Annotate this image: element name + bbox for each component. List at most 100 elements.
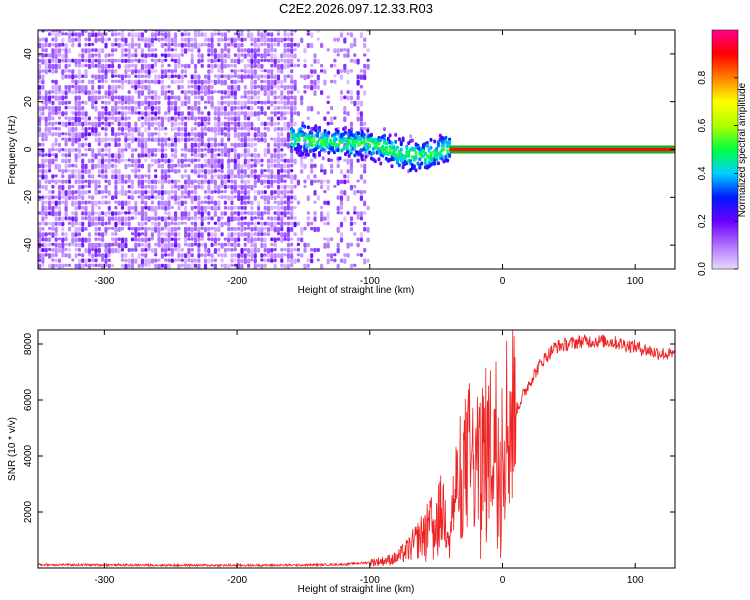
heatmap-cell: [157, 137, 161, 143]
heatmap-cell: [87, 237, 91, 243]
heatmap-cell: [366, 226, 370, 233]
heatmap-cell: [120, 132, 125, 136]
heatmap-cell: [193, 30, 198, 33]
heatmap-cell: [349, 90, 354, 95]
heatmap-cell: [203, 142, 208, 148]
heatmap-cell: [207, 48, 211, 53]
heatmap-cell: [48, 121, 52, 126]
heatmap-cell: [120, 37, 125, 42]
heatmap-cell: [283, 158, 287, 163]
heatmap-cell: [336, 211, 340, 215]
heatmap-cell: [144, 190, 148, 195]
heatmap-cell: [346, 79, 350, 85]
heatmap-cell: [137, 127, 141, 133]
heatmap-cell: [144, 30, 148, 33]
heatmap-cell: [54, 248, 58, 254]
heatmap-cell: [111, 85, 115, 91]
heatmap-cell: [300, 232, 304, 236]
heatmap-cell: [137, 263, 141, 268]
heatmap-cell: [283, 95, 287, 100]
heatmap-cell: [130, 195, 135, 201]
heatmap-cell: [180, 127, 184, 132]
heatmap-cell: [130, 169, 135, 173]
heatmap-cell: [313, 211, 317, 216]
heatmap-cell: [97, 190, 101, 195]
heatmap-cell: [67, 132, 72, 137]
heatmap-cell: [356, 158, 360, 163]
heatmap-cell: [160, 85, 164, 91]
heatmap-cell: [306, 116, 310, 120]
heatmap-cell: [237, 32, 241, 38]
heatmap-cell: [107, 90, 111, 97]
heatmap-cell: [200, 242, 204, 247]
heatmap-cell: [210, 69, 214, 74]
heatmap-cell: [260, 190, 264, 195]
heatmap-cell: [87, 48, 91, 53]
heatmap-cell: [230, 142, 234, 147]
heatmap-cell: [217, 153, 221, 157]
x-tick-label: 100: [627, 575, 644, 586]
heatmap-cell: [240, 184, 244, 190]
heatmap-cell: [87, 58, 91, 63]
heatmap-cell: [134, 121, 138, 127]
heatmap-cell: [250, 184, 254, 191]
heatmap-cell: [54, 79, 58, 85]
heatmap-cell: [200, 90, 204, 94]
colorbar: 0.00.20.40.60.8 Normalized spectral ampl…: [697, 29, 748, 276]
heatmap-cell: [107, 179, 111, 186]
heatmap-cell: [160, 121, 164, 128]
heatmap-cell: [144, 127, 148, 133]
heatmap-cell: [217, 158, 221, 164]
heatmap-cell: [363, 248, 367, 253]
heatmap-cell: [240, 111, 244, 115]
heatmap-cell: [190, 258, 194, 263]
heatmap-cell: [91, 163, 95, 170]
heatmap-cell: [74, 79, 78, 86]
heatmap-cell: [41, 226, 45, 231]
heatmap-cell: [280, 111, 284, 117]
heatmap-cell: [336, 226, 340, 233]
heatmap-cell: [230, 242, 234, 247]
heatmap-cell: [323, 69, 327, 74]
heatmap-cell: [290, 184, 294, 191]
heatmap-cell: [38, 116, 42, 123]
heatmap-cell: [57, 163, 62, 170]
heatmap-cell: [91, 216, 95, 223]
heatmap-cell: [184, 242, 188, 247]
heatmap-cell: [230, 226, 234, 231]
heatmap-cell: [290, 85, 294, 90]
heatmap-cell: [64, 53, 68, 59]
heatmap-cell: [74, 106, 78, 111]
heatmap-cell: [147, 74, 151, 79]
heatmap-cell: [54, 258, 58, 263]
heatmap-cell: [77, 148, 81, 154]
heatmap-cell: [187, 48, 191, 52]
heatmap-cell: [300, 253, 304, 258]
heatmap-cell: [190, 116, 194, 121]
heatmap-cell: [230, 95, 234, 99]
heatmap-cell: [164, 242, 168, 249]
heatmap-cell: [74, 216, 78, 223]
heatmap-cell: [104, 221, 108, 226]
heatmap-cell: [124, 258, 128, 263]
heatmap-cell: [247, 132, 251, 137]
heatmap-cell: [150, 116, 154, 121]
spectrogram-x-axis-label: Height of straight line (km): [298, 285, 415, 296]
heatmap-cell: [217, 106, 221, 112]
heatmap-cell: [316, 248, 320, 252]
heatmap-cell: [167, 32, 171, 38]
heatmap-cell: [257, 232, 261, 237]
heatmap-cell: [293, 216, 297, 220]
heatmap-cell: [97, 142, 101, 147]
heatmap-cell: [184, 258, 188, 265]
heatmap-cell: [187, 158, 191, 162]
heatmap-cell: [290, 158, 294, 163]
heatmap-cell: [147, 121, 151, 128]
heatmap-cell: [177, 226, 181, 231]
heatmap-cell: [207, 90, 211, 95]
heatmap-cell: [111, 132, 115, 136]
heatmap-cell: [193, 85, 198, 90]
heatmap-cell: [91, 221, 95, 227]
heatmap-cell: [290, 263, 294, 268]
heatmap-cell: [117, 106, 121, 110]
